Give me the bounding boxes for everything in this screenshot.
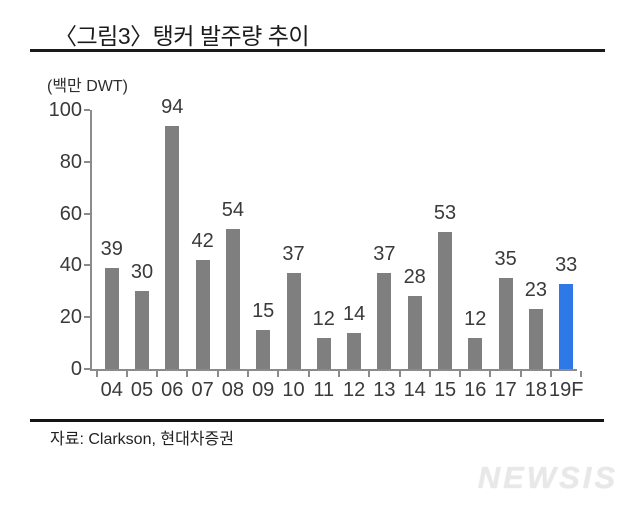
x-tick-label: 11	[313, 379, 335, 401]
bar	[165, 125, 180, 369]
y-tick-mark	[84, 264, 90, 267]
x-tick-mark	[459, 371, 462, 377]
bar-value-label: 12	[464, 307, 487, 330]
figure-title: 〈그림3〉탱커 발주량 추이	[54, 23, 310, 49]
x-tick-mark	[95, 371, 98, 377]
bar-value-label: 39	[100, 238, 123, 260]
x-tick-mark	[398, 371, 401, 377]
x-tick-label: 19F	[548, 379, 584, 401]
bar	[256, 330, 271, 369]
bar	[407, 296, 422, 369]
y-tick-label: 60	[59, 202, 82, 225]
bar-value-label: 37	[282, 243, 305, 266]
y-tick-label: 80	[59, 150, 82, 173]
newsis-watermark: NEWSIS	[477, 460, 618, 495]
x-tick-label: 18	[524, 379, 548, 401]
bar	[286, 273, 301, 369]
y-axis-unit-label: (백만 DWT)	[47, 78, 128, 95]
x-tick-label: 07	[191, 379, 214, 401]
y-tick-label: 20	[59, 306, 82, 329]
bar	[104, 268, 119, 369]
bar-value-label: 15	[252, 300, 275, 323]
x-tick-mark	[307, 371, 310, 377]
y-tick-mark	[84, 368, 90, 370]
x-tick-mark	[247, 371, 250, 377]
x-tick-label: 17	[494, 379, 517, 401]
bar	[347, 332, 362, 369]
x-tick-mark	[277, 371, 280, 377]
y-tick-label: 40	[59, 254, 82, 277]
footer-divider	[30, 419, 604, 422]
x-tick-mark	[519, 371, 522, 377]
y-tick-mark	[84, 160, 90, 163]
x-tick-mark	[186, 371, 189, 377]
bar	[316, 337, 331, 369]
x-tick-label: 05	[130, 379, 154, 401]
x-tick-label: 06	[161, 379, 184, 401]
x-tick-label: 10	[282, 379, 305, 401]
x-tick-mark	[550, 371, 553, 377]
bar-value-label: 53	[433, 201, 457, 224]
source-note: 자료: Clarkson, 현대차증권	[50, 431, 234, 448]
x-tick-label: 08	[221, 379, 245, 401]
bar-value-label: 94	[161, 95, 184, 118]
x-tick-label: 09	[252, 379, 275, 401]
x-tick-mark	[156, 371, 159, 377]
bar-value-label: 14	[342, 302, 366, 325]
bar	[195, 260, 210, 369]
x-tick-label: 12	[342, 379, 366, 401]
bar-value-label: 23	[524, 279, 548, 302]
x-tick-mark	[125, 371, 128, 377]
y-tick-label: 0	[70, 358, 82, 380]
bar	[559, 283, 574, 369]
x-tick-mark	[368, 371, 371, 377]
x-tick-label: 14	[403, 379, 426, 401]
bar	[468, 337, 483, 369]
bar	[528, 309, 543, 369]
plot-area: 0 20 40 60 80 100 39 04 30 05 94 06 42 07 54 08 15 09 37 10…	[49, 97, 584, 401]
title-divider	[30, 49, 605, 52]
x-tick-label: 13	[373, 379, 396, 401]
bar	[377, 273, 392, 369]
bar-value-label: 54	[221, 199, 245, 222]
x-tick-mark	[216, 371, 219, 377]
y-tick-mark	[84, 212, 90, 215]
x-tick-mark	[337, 371, 340, 377]
x-tick-mark	[489, 371, 492, 377]
x-tick-label: 15	[433, 379, 457, 401]
bar-value-label: 37	[373, 243, 396, 266]
x-tick-label: 16	[464, 379, 487, 401]
bar-value-label: 33	[555, 253, 578, 276]
x-tick-mark	[428, 371, 431, 377]
bar-value-label: 28	[403, 266, 426, 289]
x-tick-label: 04	[100, 379, 123, 401]
bar	[225, 229, 240, 369]
y-tick-mark	[84, 109, 90, 111]
bar	[498, 278, 513, 369]
y-tick-label: 100	[48, 99, 82, 121]
x-tick-mark	[580, 371, 583, 377]
bar-value-label: 42	[191, 230, 214, 253]
y-tick-mark	[84, 316, 90, 319]
bar-value-label: 30	[130, 261, 154, 284]
bar-value-label: 35	[494, 248, 517, 271]
bar	[135, 291, 149, 369]
bar	[438, 231, 452, 369]
bar-value-label: 12	[312, 307, 335, 330]
